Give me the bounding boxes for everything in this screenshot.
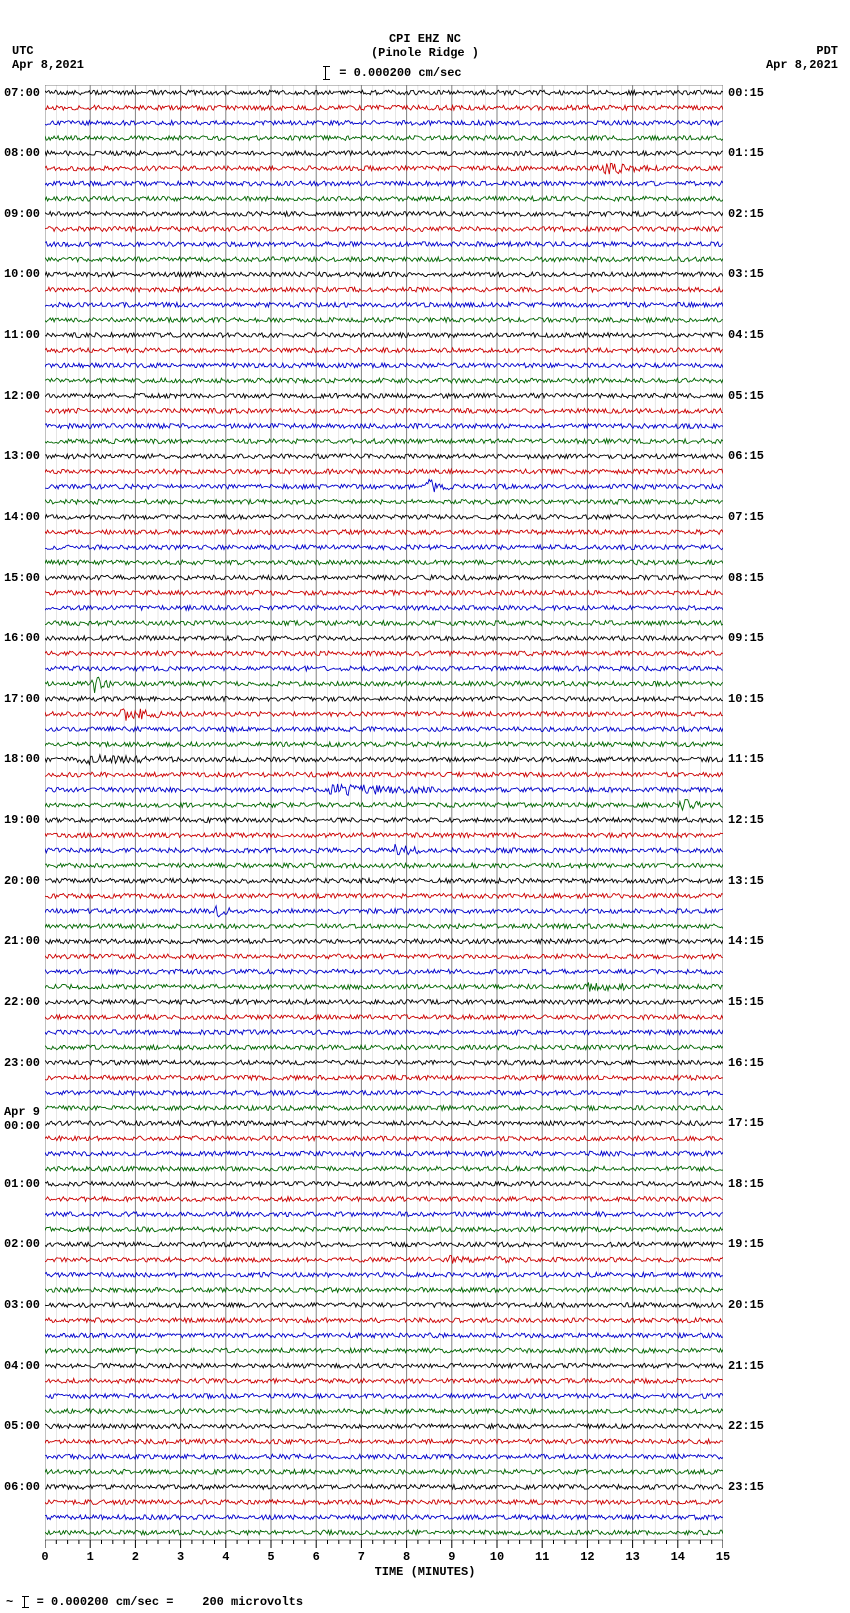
utc-time-label: 11:00 [0, 328, 40, 342]
helicorder-plot [45, 85, 723, 1540]
utc-time-label: 04:00 [0, 1359, 40, 1373]
pdt-time-label: 18:15 [728, 1177, 818, 1191]
footer-prefix: ~ [6, 1595, 13, 1609]
pdt-time-label: 12:15 [728, 813, 818, 827]
x-tick-label: 15 [713, 1550, 733, 1564]
scale-bar-text: = 0.000200 cm/sec [339, 66, 461, 80]
pdt-time-label: 01:15 [728, 146, 818, 160]
pdt-time-label: 22:15 [728, 1419, 818, 1433]
station-label: CPI EHZ NC [0, 32, 850, 46]
utc-time-label: 23:00 [0, 1056, 40, 1070]
utc-time-label: Apr 900:00 [0, 1105, 40, 1133]
utc-time-label: 03:00 [0, 1298, 40, 1312]
utc-time-label: 21:00 [0, 934, 40, 948]
utc-time-label: 02:00 [0, 1237, 40, 1251]
pdt-time-label: 19:15 [728, 1237, 818, 1251]
x-tick-label: 6 [306, 1550, 326, 1564]
utc-time-label: 17:00 [0, 692, 40, 706]
header-center: CPI EHZ NC (Pinole Ridge ) [0, 32, 850, 60]
seismogram-page: UTC Apr 8,2021 CPI EHZ NC (Pinole Ridge … [0, 0, 850, 1613]
pdt-time-label: 08:15 [728, 571, 818, 585]
x-tick-label: 11 [532, 1550, 552, 1564]
x-tick-label: 5 [261, 1550, 281, 1564]
pdt-time-label: 23:15 [728, 1480, 818, 1494]
x-tick-label: 0 [35, 1550, 55, 1564]
date-right-label: Apr 8,2021 [766, 58, 838, 72]
pdt-time-label: 06:15 [728, 449, 818, 463]
x-tick-label: 1 [80, 1550, 100, 1564]
pdt-time-label: 20:15 [728, 1298, 818, 1312]
utc-time-label: 01:00 [0, 1177, 40, 1191]
x-tick-label: 3 [171, 1550, 191, 1564]
footer-scale-icon [24, 1596, 25, 1608]
utc-time-label: 09:00 [0, 207, 40, 221]
pdt-time-label: 00:15 [728, 86, 818, 100]
footer-text-1: = 0.000200 cm/sec = [37, 1595, 174, 1609]
x-tick-label: 8 [397, 1550, 417, 1564]
helicorder-svg [45, 85, 723, 1565]
utc-time-label: 13:00 [0, 449, 40, 463]
pdt-time-label: 07:15 [728, 510, 818, 524]
x-tick-label: 7 [351, 1550, 371, 1564]
utc-time-label: 05:00 [0, 1419, 40, 1433]
scale-bar: = 0.000200 cm/sec [325, 66, 462, 80]
x-tick-label: 10 [487, 1550, 507, 1564]
pdt-time-label: 13:15 [728, 874, 818, 888]
utc-time-label: 19:00 [0, 813, 40, 827]
x-tick-label: 13 [623, 1550, 643, 1564]
x-tick-label: 12 [577, 1550, 597, 1564]
pdt-time-label: 04:15 [728, 328, 818, 342]
pdt-time-label: 11:15 [728, 752, 818, 766]
pdt-time-label: 10:15 [728, 692, 818, 706]
utc-time-label: 06:00 [0, 1480, 40, 1494]
x-axis-title: TIME (MINUTES) [0, 1565, 850, 1579]
footer: ~ = 0.000200 cm/sec = 200 microvolts [6, 1595, 303, 1609]
utc-time-label: 12:00 [0, 389, 40, 403]
utc-time-label: 08:00 [0, 146, 40, 160]
pdt-time-label: 14:15 [728, 934, 818, 948]
pdt-time-label: 05:15 [728, 389, 818, 403]
utc-time-label: 10:00 [0, 267, 40, 281]
header: UTC Apr 8,2021 CPI EHZ NC (Pinole Ridge … [0, 0, 850, 80]
utc-time-label: 16:00 [0, 631, 40, 645]
utc-time-label: 07:00 [0, 86, 40, 100]
pdt-time-label: 02:15 [728, 207, 818, 221]
tz-right-label: PDT [766, 44, 838, 58]
footer-text-2: 200 microvolts [202, 1595, 303, 1609]
x-tick-label: 9 [442, 1550, 462, 1564]
utc-time-label: 15:00 [0, 571, 40, 585]
pdt-time-label: 21:15 [728, 1359, 818, 1373]
utc-time-label: 14:00 [0, 510, 40, 524]
pdt-time-label: 15:15 [728, 995, 818, 1009]
x-tick-label: 4 [216, 1550, 236, 1564]
pdt-time-label: 03:15 [728, 267, 818, 281]
x-tick-label: 14 [668, 1550, 688, 1564]
date-left-label: Apr 8,2021 [12, 58, 84, 72]
x-tick-label: 2 [125, 1550, 145, 1564]
pdt-time-label: 09:15 [728, 631, 818, 645]
location-label: (Pinole Ridge ) [0, 46, 850, 60]
header-right: PDT Apr 8,2021 [766, 44, 838, 72]
utc-time-label: 22:00 [0, 995, 40, 1009]
utc-time-label: 20:00 [0, 874, 40, 888]
scale-bar-icon [325, 66, 326, 80]
pdt-time-label: 17:15 [728, 1116, 818, 1130]
utc-time-label: 18:00 [0, 752, 40, 766]
pdt-time-label: 16:15 [728, 1056, 818, 1070]
